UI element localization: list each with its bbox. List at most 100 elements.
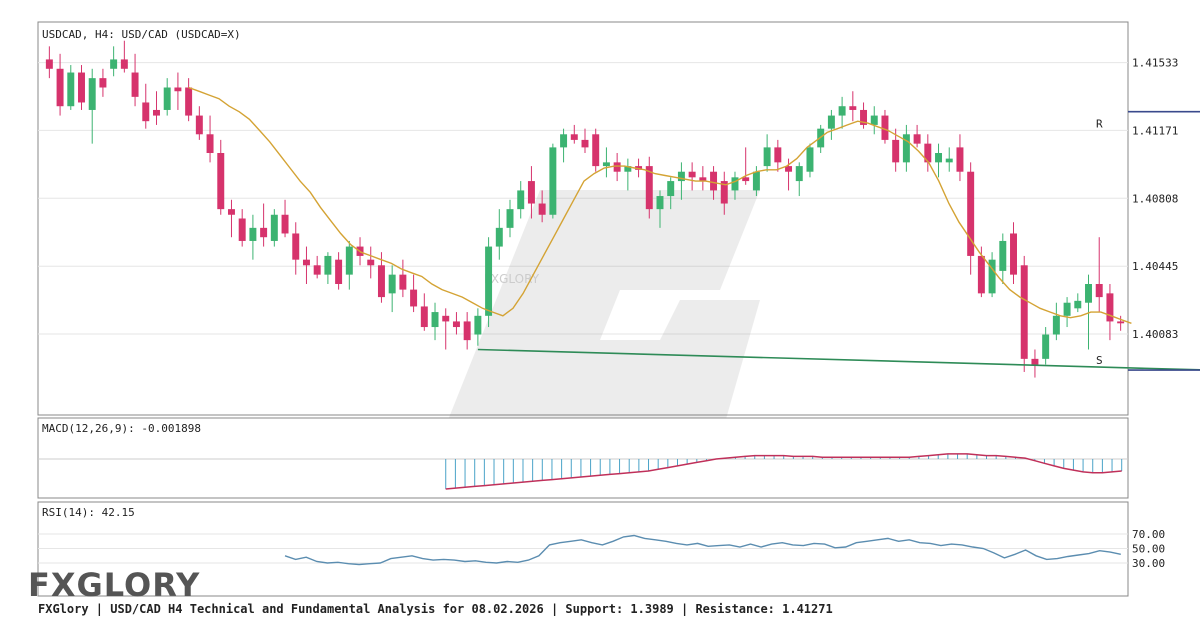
candle-body	[442, 315, 450, 322]
candle-body	[131, 72, 139, 97]
candle-body	[56, 68, 64, 107]
candle-body	[1052, 315, 1060, 335]
candle-body	[195, 115, 203, 135]
candle-body	[377, 265, 385, 298]
candle-body	[249, 227, 257, 241]
price-axis: 1.41533 1.41171 1.40808 1.40445 1.40083	[1132, 57, 1178, 341]
macd-label: MACD(12,26,9): -0.001898	[42, 422, 201, 435]
candle-body	[763, 147, 771, 167]
candle-body	[988, 259, 996, 294]
watermark-logo	[440, 190, 760, 440]
candle-body	[538, 203, 546, 215]
chart-title: USDCAD, H4: USD/CAD (USDCAD=X)	[42, 28, 241, 41]
candle-body	[752, 171, 760, 191]
fxglory-logo: FXGLORY	[28, 566, 201, 604]
candle-body	[613, 162, 621, 172]
main-panel	[37, 21, 1129, 416]
candle-body	[517, 190, 525, 210]
candle-body	[1020, 265, 1028, 359]
candle-body	[281, 214, 289, 234]
candle-body	[67, 72, 75, 107]
candle-body	[688, 171, 696, 178]
candle-body	[913, 134, 921, 144]
resistance-label: R	[1096, 118, 1103, 131]
candle-body	[1074, 300, 1082, 309]
candle-body	[860, 109, 868, 125]
y-tick-label: 1.40083	[1132, 328, 1178, 341]
candle-body	[592, 134, 600, 167]
macd-panel	[37, 417, 1129, 499]
candle-body	[324, 255, 332, 275]
candle-body	[774, 147, 782, 163]
candle-body	[110, 59, 118, 69]
candle-body	[527, 181, 535, 204]
candle-body	[581, 139, 589, 148]
candle-body	[345, 246, 353, 275]
candle-body	[924, 143, 932, 163]
candle-body	[474, 315, 482, 335]
candle-body	[506, 209, 514, 228]
candle-body	[88, 78, 96, 110]
support-trendline	[477, 348, 1200, 371]
candle-body	[120, 59, 128, 69]
candle-body	[795, 166, 803, 182]
rsi-level-label: 70.00	[1132, 528, 1165, 541]
candle-body	[624, 166, 632, 172]
candle-body	[185, 87, 193, 116]
candle-body	[699, 177, 707, 182]
candle-body	[174, 87, 182, 92]
y-tick-label: 1.40808	[1132, 192, 1178, 205]
candle-body	[410, 289, 418, 307]
candle-body	[292, 233, 300, 260]
candle-body	[1031, 358, 1039, 365]
y-tick-label: 1.41533	[1132, 57, 1178, 70]
y-tick-label: 1.40445	[1132, 260, 1178, 273]
candle-body	[902, 134, 910, 163]
candle-body	[999, 240, 1007, 271]
candle-body	[45, 59, 53, 69]
candle-body	[388, 274, 396, 294]
candle-body	[849, 106, 857, 110]
candle-body	[227, 209, 235, 215]
candle-body	[1042, 334, 1050, 359]
candle-body	[549, 147, 557, 215]
candle-body	[238, 218, 246, 241]
candle-body	[1010, 233, 1017, 275]
candle-body	[270, 214, 278, 241]
candle-body	[710, 171, 718, 191]
candle-body	[153, 109, 160, 116]
candle-body	[485, 246, 493, 316]
candle-body	[495, 227, 503, 247]
candle-body	[827, 115, 835, 129]
candle-body	[452, 321, 460, 328]
candle-body	[260, 227, 268, 238]
candle-body	[720, 181, 728, 204]
candle-body	[163, 87, 171, 110]
chart-canvas: FXGLORY R S USDCAD, H4: USD/CAD (USDCAD=…	[37, 21, 1200, 597]
candle-body	[302, 259, 310, 266]
candle-body	[1117, 321, 1125, 324]
candle-body	[367, 259, 375, 266]
footer-caption: FXGlory | USD/CAD H4 Technical and Funda…	[38, 602, 833, 616]
y-tick-label: 1.41171	[1132, 124, 1178, 137]
candle-body	[977, 255, 985, 294]
candle-body	[1095, 284, 1103, 298]
candle-body	[335, 259, 343, 284]
moving-average-line	[188, 86, 1132, 324]
candle-body	[206, 134, 214, 153]
rsi-line	[284, 534, 1121, 566]
watermark-text: FXGLORY	[484, 272, 540, 286]
support-label: S	[1096, 354, 1103, 367]
candle-body	[956, 147, 964, 172]
rsi-label: RSI(14): 42.15	[42, 506, 135, 519]
candle-body	[677, 171, 685, 182]
candle-body	[217, 153, 225, 210]
candles-group	[45, 40, 1125, 378]
candle-body	[1085, 284, 1092, 303]
candle-body	[1063, 302, 1071, 316]
candle-body	[463, 321, 471, 341]
candle-body	[967, 171, 975, 256]
candle-body	[313, 265, 321, 275]
candle-body	[645, 166, 653, 210]
